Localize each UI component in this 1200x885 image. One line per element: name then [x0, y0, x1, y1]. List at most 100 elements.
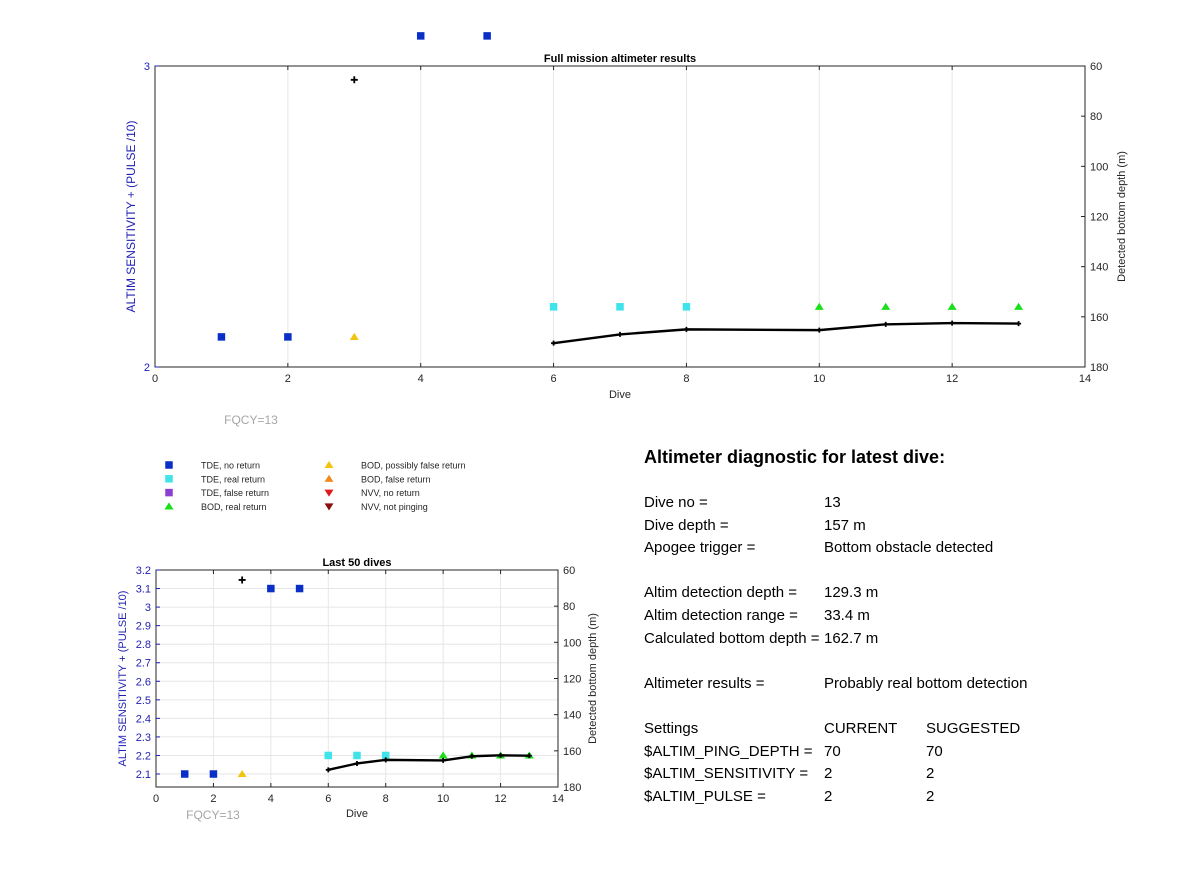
- square-marker: [284, 333, 292, 341]
- plus-marker: [350, 76, 358, 84]
- legend-item-label: NVV, no return: [361, 488, 420, 498]
- x-tick-label: 10: [813, 373, 825, 385]
- y2-tick-label: 120: [563, 674, 581, 686]
- square-marker: [483, 32, 491, 40]
- legend-item-label: BOD, real return: [201, 502, 267, 512]
- y2-axis-label: Detected bottom depth (m): [587, 613, 599, 744]
- x-tick-label: 12: [946, 373, 958, 385]
- y2-tick-label: 160: [563, 746, 581, 758]
- y2-tick-label: 180: [1090, 362, 1108, 374]
- legend-item-label: NVV, not pinging: [361, 502, 428, 512]
- legend-item-label: TDE, no return: [201, 461, 260, 471]
- square-marker: [165, 488, 173, 497]
- dive-depth-row: Dive depth = 157 m: [644, 515, 1164, 538]
- triangle-down-marker: [324, 489, 334, 497]
- plus-marker: [526, 753, 532, 759]
- y2-tick-label: 140: [563, 710, 581, 722]
- triangle-up-marker: [164, 502, 174, 510]
- legend-item: BOD, false return: [324, 474, 431, 484]
- triangle-up-marker: [947, 302, 957, 310]
- y-tick-label: 2.8: [136, 639, 151, 651]
- fqcy-annotation: FQCY=13: [186, 808, 240, 822]
- square-marker: [353, 751, 361, 760]
- setting-row-pulse: $ALTIM_PULSE = 2 2: [644, 786, 1164, 809]
- y-tick-label: 2.9: [136, 621, 151, 633]
- calculated-bottom-depth-value: 162.7 m: [824, 629, 879, 647]
- square-marker: [165, 475, 173, 483]
- square-marker: [209, 770, 218, 778]
- triangle-up-marker: [814, 302, 824, 310]
- plot-area: [156, 570, 558, 787]
- plus-marker: [949, 320, 955, 326]
- plus-marker: [354, 760, 360, 766]
- plus-marker: [469, 753, 475, 759]
- triangle-down-marker: [324, 503, 334, 511]
- triangle-up-marker: [237, 769, 247, 778]
- series-1: [324, 751, 390, 760]
- y-tick-label: 2.5: [136, 695, 151, 707]
- setting-row-ping-depth: $ALTIM_PING_DEPTH = 70 70: [644, 741, 1164, 764]
- y-tick-label: 3.1: [136, 584, 151, 596]
- triangle-up-marker: [881, 302, 891, 310]
- square-marker: [217, 333, 226, 341]
- y-tick-label: 2.3: [136, 732, 151, 744]
- y-tick-label: 3.2: [136, 565, 151, 577]
- y-axis-label: ALTIM SENSITIVITY + (PULSE /10): [124, 121, 138, 313]
- plus-marker: [816, 327, 822, 333]
- setting-current: 2: [824, 787, 833, 805]
- legend-item: TDE, real return: [165, 474, 265, 484]
- series-2: [349, 332, 359, 340]
- y2-tick-label: 100: [1090, 161, 1108, 173]
- plus-marker: [238, 576, 246, 584]
- setting-suggested: 2: [926, 765, 935, 783]
- altim-detection-range-value: 33.4 m: [824, 606, 870, 624]
- legend-item: TDE, no return: [165, 461, 260, 471]
- x-tick-label: 14: [552, 793, 564, 805]
- legend-item: NVV, not pinging: [324, 502, 428, 512]
- setting-name: $ALTIM_PING_DEPTH =: [644, 742, 813, 760]
- plus-marker: [683, 326, 689, 332]
- altim-detection-depth-label: Altim detection depth =: [644, 584, 798, 602]
- y2-tick-label: 80: [563, 601, 575, 613]
- dive-depth-value: 157 m: [824, 516, 866, 534]
- x-tick-label: 14: [1079, 373, 1091, 385]
- y2-tick-label: 160: [1090, 312, 1108, 324]
- square-marker: [324, 751, 333, 760]
- apogee-trigger-label: Apogee trigger =: [644, 539, 756, 557]
- plus-marker: [1016, 321, 1022, 327]
- triangle-up-marker: [1014, 302, 1024, 310]
- spacer: [644, 560, 1164, 583]
- y-axis-label: ALTIM SENSITIVITY + (PULSE /10): [117, 591, 129, 767]
- square-marker: [682, 303, 691, 311]
- y-tick-label: 2.7: [136, 658, 151, 670]
- square-marker: [381, 751, 390, 760]
- x-tick-label: 8: [383, 793, 389, 805]
- current-header: CURRENT: [824, 719, 898, 737]
- x-tick-label: 8: [683, 373, 689, 385]
- setting-current: 70: [824, 742, 841, 760]
- setting-suggested: 70: [926, 742, 943, 760]
- legend-item-label: TDE, false return: [201, 488, 269, 498]
- y2-tick-label: 60: [1090, 61, 1102, 73]
- legend-item: BOD, possibly false return: [324, 460, 466, 471]
- settings-label: Settings: [644, 719, 699, 737]
- apogee-trigger-row: Apogee trigger = Bottom obstacle detecte…: [644, 537, 1164, 560]
- chart-title: Last 50 dives: [322, 557, 391, 569]
- series-4: [350, 76, 1022, 346]
- altimeter-results-row: Altimeter results = Probably real bottom…: [644, 673, 1164, 696]
- y2-tick-label: 80: [1090, 111, 1102, 123]
- triangle-up-marker: [324, 460, 334, 469]
- y2-tick-label: 180: [563, 782, 581, 794]
- altimeter-results-value: Probably real bottom detection: [824, 674, 1028, 692]
- plus-marker: [617, 331, 623, 337]
- series-3: [814, 302, 1024, 310]
- plus-marker: [498, 752, 504, 758]
- x-tick-label: 10: [437, 793, 449, 805]
- dive-no-label: Dive no =: [644, 494, 708, 511]
- legend-item-label: TDE, real return: [201, 474, 265, 484]
- y-tick-label: 2: [144, 362, 150, 374]
- altim-detection-range-row: Altim detection range = 33.4 m: [644, 605, 1164, 628]
- legend-item: TDE, false return: [165, 488, 269, 498]
